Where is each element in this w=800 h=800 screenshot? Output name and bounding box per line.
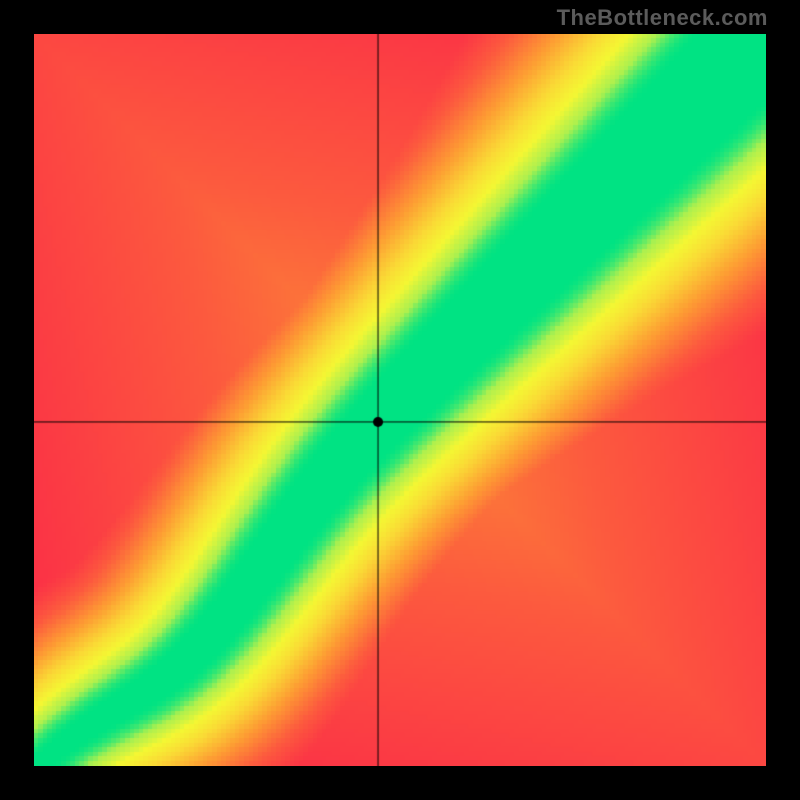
watermark-text: TheBottleneck.com [557,5,768,31]
bottleneck-heatmap [34,34,766,766]
stage: TheBottleneck.com [0,0,800,800]
